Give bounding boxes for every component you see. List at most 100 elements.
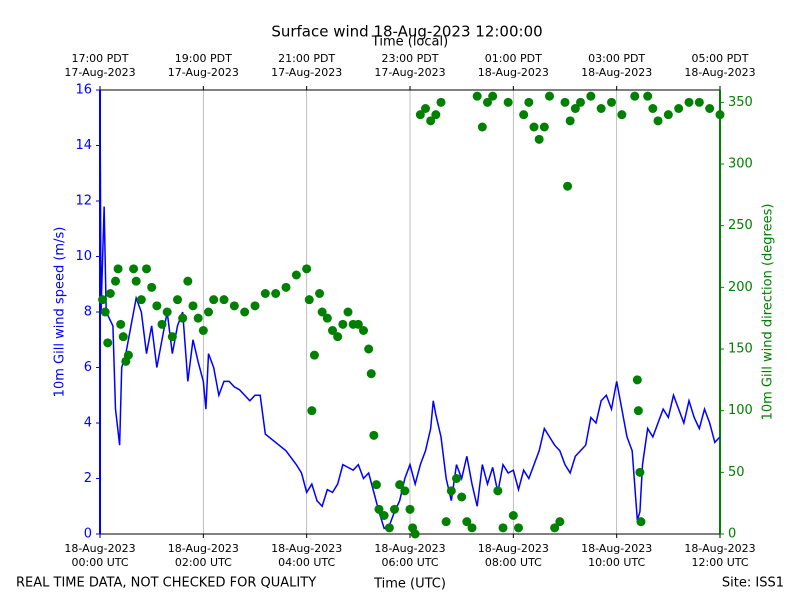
direction-point bbox=[317, 307, 327, 317]
direction-point bbox=[157, 319, 167, 329]
x2-tick-label: 03:00 PDT 18-Aug-2023 bbox=[581, 52, 653, 79]
direction-point bbox=[663, 110, 673, 120]
direction-point bbox=[705, 104, 715, 113]
direction-point bbox=[431, 110, 441, 120]
direction-point bbox=[302, 264, 312, 274]
y2-tick-label: 100 bbox=[728, 403, 753, 418]
direction-point bbox=[632, 375, 642, 385]
x-tick-label: 18-Aug-2023 12:00 UTC bbox=[684, 542, 756, 569]
y-tick-label: 6 bbox=[84, 360, 92, 375]
direction-point bbox=[636, 517, 646, 527]
direction-point bbox=[183, 276, 193, 286]
x-tick-label: 18-Aug-2023 04:00 UTC bbox=[271, 542, 343, 569]
y2-tick-label: 300 bbox=[728, 157, 753, 172]
direction-point bbox=[111, 276, 120, 286]
direction-point bbox=[343, 307, 353, 317]
y2-tick-label: 350 bbox=[728, 95, 753, 110]
direction-point bbox=[338, 319, 348, 329]
direction-point bbox=[333, 332, 343, 342]
direction-point bbox=[493, 486, 503, 496]
direction-point bbox=[374, 504, 384, 514]
x-tick-label: 18-Aug-2023 10:00 UTC bbox=[581, 542, 653, 569]
direction-point bbox=[488, 91, 498, 101]
direction-point bbox=[467, 523, 477, 533]
x2-tick-label: 19:00 PDT 17-Aug-2023 bbox=[167, 52, 239, 79]
direction-point bbox=[123, 350, 133, 360]
direction-point bbox=[607, 97, 616, 107]
direction-point bbox=[281, 282, 291, 292]
y-tick-label: 10 bbox=[75, 249, 92, 264]
direction-point bbox=[113, 264, 123, 274]
direction-point bbox=[560, 97, 570, 107]
direction-point bbox=[322, 313, 332, 323]
note-right: Site: ISS1 bbox=[722, 576, 784, 591]
direction-point bbox=[371, 480, 381, 490]
y-axis-label: 10m Gill wind speed (m/s) bbox=[53, 227, 68, 398]
y2-axis-label: 10m Gill wind direction (degrees) bbox=[761, 204, 776, 421]
y2-tick-label: 150 bbox=[728, 342, 753, 357]
direction-point bbox=[519, 110, 529, 120]
direction-point bbox=[136, 295, 146, 305]
direction-point bbox=[674, 104, 684, 113]
direction-point bbox=[483, 97, 492, 107]
direction-point bbox=[291, 270, 301, 280]
direction-point bbox=[395, 480, 405, 490]
direction-point bbox=[630, 91, 640, 101]
direction-point bbox=[309, 350, 319, 360]
direction-point bbox=[576, 97, 585, 107]
direction-point bbox=[198, 326, 208, 335]
x2-tick-label: 01:00 PDT 18-Aug-2023 bbox=[477, 52, 549, 79]
direction-point bbox=[498, 523, 508, 533]
direction-point bbox=[129, 264, 139, 274]
direction-point bbox=[555, 517, 565, 527]
direction-point bbox=[100, 307, 110, 317]
direction-point bbox=[98, 295, 108, 305]
y2-tick-label: 250 bbox=[728, 218, 753, 233]
direction-point bbox=[436, 97, 446, 107]
direction-point bbox=[304, 295, 314, 305]
y2-tick-label: 200 bbox=[728, 280, 753, 295]
x-tick-label: 18-Aug-2023 08:00 UTC bbox=[477, 542, 549, 569]
direction-point bbox=[260, 289, 270, 298]
direction-point bbox=[446, 486, 456, 496]
direction-point bbox=[369, 430, 379, 440]
direction-point bbox=[586, 91, 596, 101]
y-tick-label: 12 bbox=[75, 194, 92, 209]
direction-point bbox=[400, 486, 410, 496]
direction-point bbox=[307, 406, 317, 416]
direction-point bbox=[250, 301, 260, 311]
direction-point bbox=[426, 116, 436, 126]
direction-point bbox=[353, 319, 363, 329]
note-left: REAL TIME DATA, NOT CHECKED FOR QUALITY bbox=[16, 576, 316, 591]
direction-point bbox=[410, 529, 420, 539]
y-tick-label: 14 bbox=[75, 138, 92, 153]
direction-point bbox=[477, 122, 487, 132]
x-tick-label: 18-Aug-2023 06:00 UTC bbox=[374, 542, 446, 569]
direction-point bbox=[635, 467, 645, 477]
direction-point bbox=[643, 91, 653, 101]
direction-point bbox=[565, 116, 575, 126]
direction-point bbox=[550, 523, 560, 533]
y-tick-label: 0 bbox=[84, 527, 92, 542]
direction-point bbox=[529, 122, 539, 132]
direction-point bbox=[508, 511, 518, 520]
direction-point bbox=[142, 264, 151, 274]
direction-point bbox=[240, 307, 250, 317]
direction-point bbox=[147, 282, 157, 292]
x2-tick-label: 23:00 PDT 17-Aug-2023 bbox=[374, 52, 446, 79]
direction-point bbox=[457, 492, 467, 502]
direction-point bbox=[653, 116, 663, 126]
direction-point bbox=[539, 122, 549, 132]
direction-point bbox=[118, 332, 128, 342]
direction-point bbox=[570, 104, 580, 113]
y-tick-label: 16 bbox=[75, 83, 92, 98]
direction-point bbox=[315, 289, 325, 298]
direction-point bbox=[390, 504, 399, 514]
direction-point bbox=[384, 523, 394, 533]
direction-point bbox=[596, 104, 606, 113]
direction-point bbox=[229, 301, 239, 311]
direction-point bbox=[152, 301, 162, 311]
direction-point bbox=[364, 344, 374, 354]
